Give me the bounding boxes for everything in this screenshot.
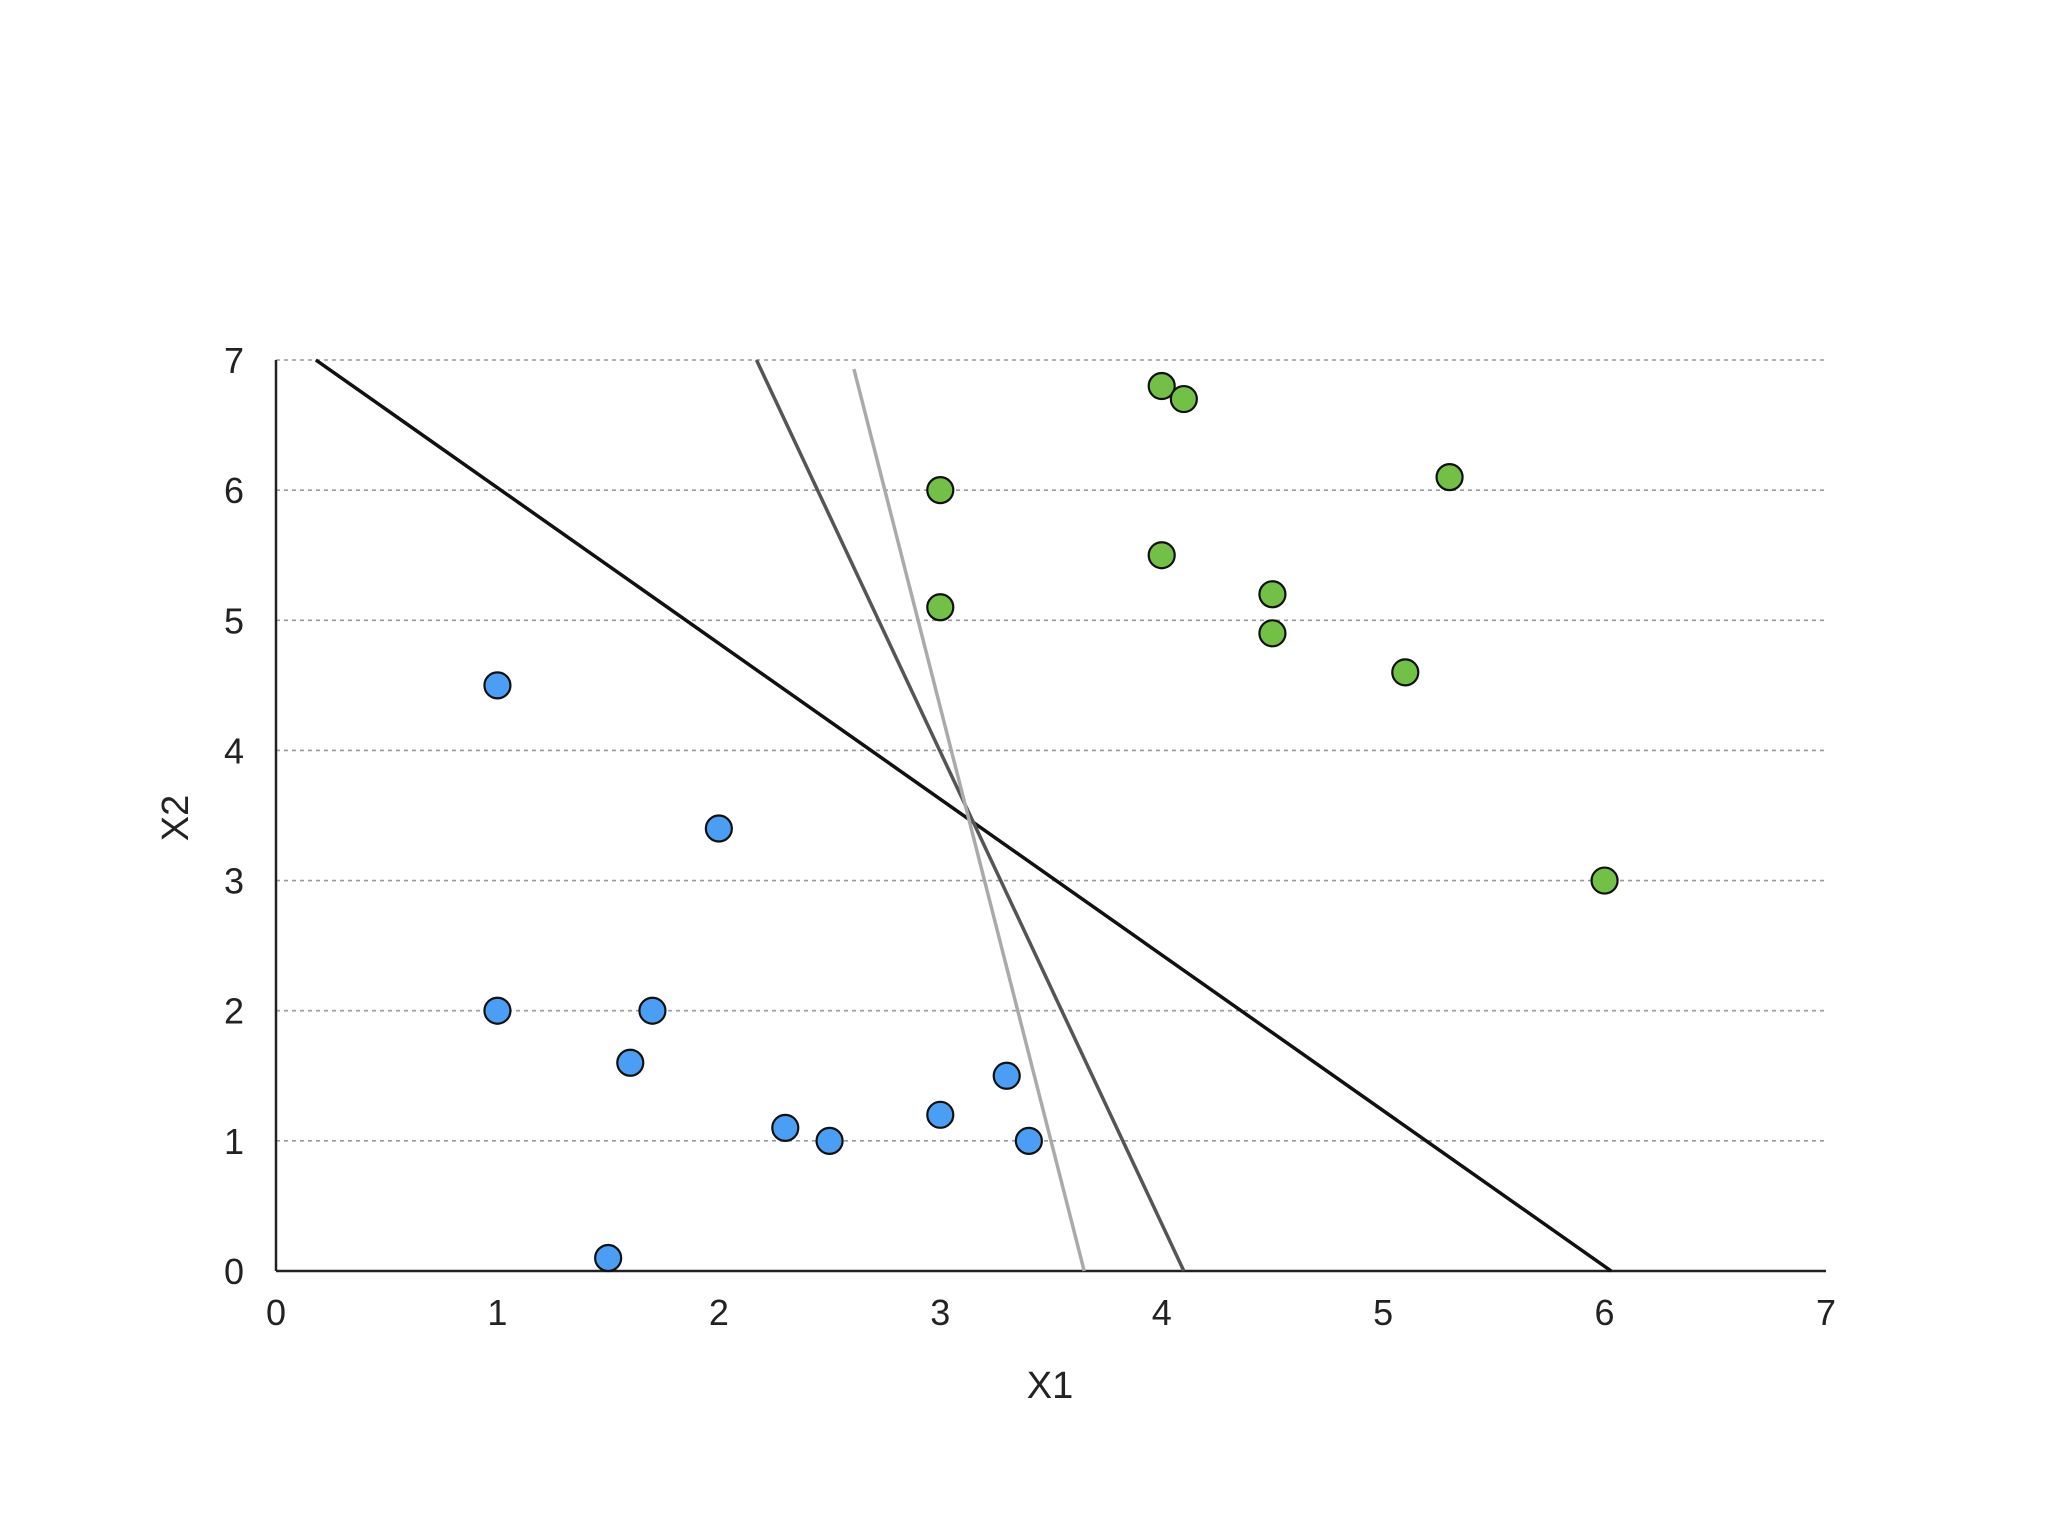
data-point xyxy=(771,1113,800,1142)
axes xyxy=(274,360,1826,1273)
y-tick-label: 2 xyxy=(224,991,244,1032)
x-tick-label: 4 xyxy=(1152,1292,1172,1333)
x-tick-labels: 0 1 2 3 4 5 6 7 xyxy=(266,1292,1836,1333)
x-tick-label: 2 xyxy=(709,1292,729,1333)
data-point xyxy=(1258,580,1287,609)
data-point xyxy=(483,671,512,700)
separator-line xyxy=(754,359,1186,1272)
x-tick-label: 7 xyxy=(1816,1292,1836,1333)
data-point xyxy=(1590,866,1619,895)
data-point xyxy=(616,1048,645,1077)
separator-line xyxy=(314,358,1613,1273)
data-point xyxy=(992,1061,1021,1090)
data-point xyxy=(1258,619,1287,648)
y-tick-labels: 0 1 2 3 4 5 6 7 xyxy=(224,340,244,1292)
x-tick-label: 3 xyxy=(930,1292,950,1333)
data-point xyxy=(926,593,955,622)
data-point xyxy=(1169,384,1198,414)
separator-line xyxy=(852,368,1086,1272)
grid-lines xyxy=(276,359,1826,1142)
x-axis-title: X1 xyxy=(1027,1365,1073,1407)
data-point xyxy=(483,996,512,1025)
separating-lines xyxy=(314,358,1613,1273)
data-point xyxy=(926,1100,955,1129)
y-tick-label: 1 xyxy=(224,1121,244,1162)
y-tick-label: 5 xyxy=(224,600,244,641)
y-tick-label: 4 xyxy=(224,730,244,771)
data-point xyxy=(926,476,955,505)
x-tick-label: 1 xyxy=(487,1292,507,1333)
y-axis-title: X2 xyxy=(155,795,197,841)
x-tick-label: 6 xyxy=(1595,1292,1615,1333)
data-point xyxy=(1147,371,1176,401)
data-point xyxy=(1014,1126,1043,1155)
y-tick-label: 3 xyxy=(224,861,244,902)
data-point xyxy=(638,996,667,1025)
data-points xyxy=(483,371,1619,1273)
data-point xyxy=(594,1243,623,1273)
y-tick-label: 0 xyxy=(224,1251,244,1292)
data-point xyxy=(1391,658,1420,687)
y-tick-label: 6 xyxy=(224,470,244,511)
data-point xyxy=(1435,463,1464,492)
data-point xyxy=(704,814,733,843)
y-tick-label: 7 xyxy=(224,340,244,381)
x-tick-label: 0 xyxy=(266,1292,286,1333)
data-point xyxy=(815,1126,844,1155)
data-point xyxy=(1147,541,1176,570)
x-tick-label: 5 xyxy=(1373,1292,1393,1333)
